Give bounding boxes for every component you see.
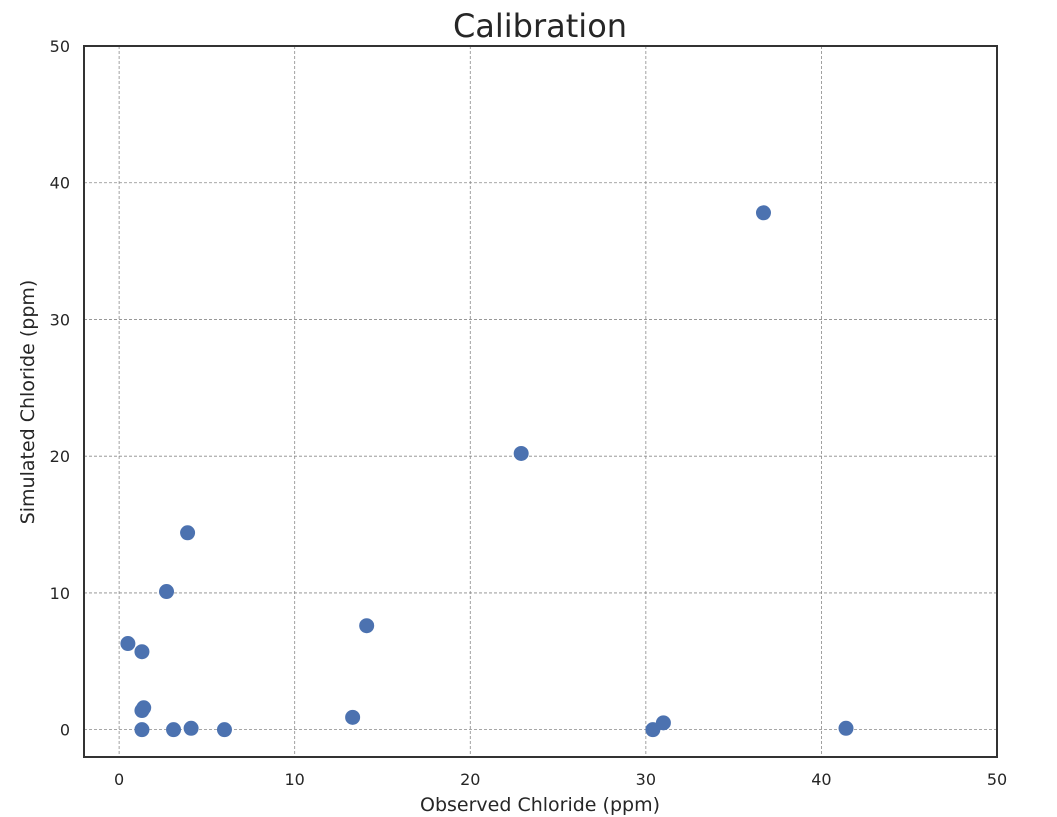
x-gridlines xyxy=(118,46,822,757)
scatter-point xyxy=(183,720,199,736)
scatter-point xyxy=(180,525,196,541)
x-tick-label: 30 xyxy=(636,770,656,789)
scatter-point xyxy=(166,722,182,738)
x-tick-label: 40 xyxy=(811,770,831,789)
y-tick-labels: 0 10 20 30 40 50 xyxy=(50,37,70,740)
scatter-point xyxy=(136,700,152,716)
x-tick-label: 0 xyxy=(114,770,124,789)
scatter-point xyxy=(216,722,232,738)
scatter-point xyxy=(120,636,136,652)
scatter-point xyxy=(345,709,361,725)
scatter-point xyxy=(655,715,671,731)
x-tick-label: 10 xyxy=(285,770,305,789)
scatter-point xyxy=(134,722,150,738)
scatter-point xyxy=(159,584,175,600)
x-axis-label: Observed Chloride (ppm) xyxy=(420,794,660,816)
y-tick-label: 50 xyxy=(50,37,70,56)
scatter-point xyxy=(838,720,854,736)
scatter-point xyxy=(134,644,150,660)
x-tick-label: 50 xyxy=(987,770,1007,789)
scatter-point xyxy=(755,205,771,221)
plot-area xyxy=(83,45,998,758)
y-tick-label: 20 xyxy=(50,447,70,466)
plot-border xyxy=(83,45,998,758)
y-tick-label: 10 xyxy=(50,584,70,603)
y-tick-label: 30 xyxy=(50,310,70,329)
x-tick-labels: 0 10 20 30 40 50 xyxy=(114,770,1007,789)
x-tick-label: 20 xyxy=(460,770,480,789)
scatter-point xyxy=(513,445,529,461)
chart-title: Calibration xyxy=(453,7,627,45)
y-tick-label: 40 xyxy=(50,174,70,193)
y-tick-label: 0 xyxy=(60,721,70,740)
scatter-point xyxy=(359,618,375,634)
y-axis-label: Simulated Chloride (ppm) xyxy=(17,280,39,525)
scatter-points xyxy=(120,205,854,738)
